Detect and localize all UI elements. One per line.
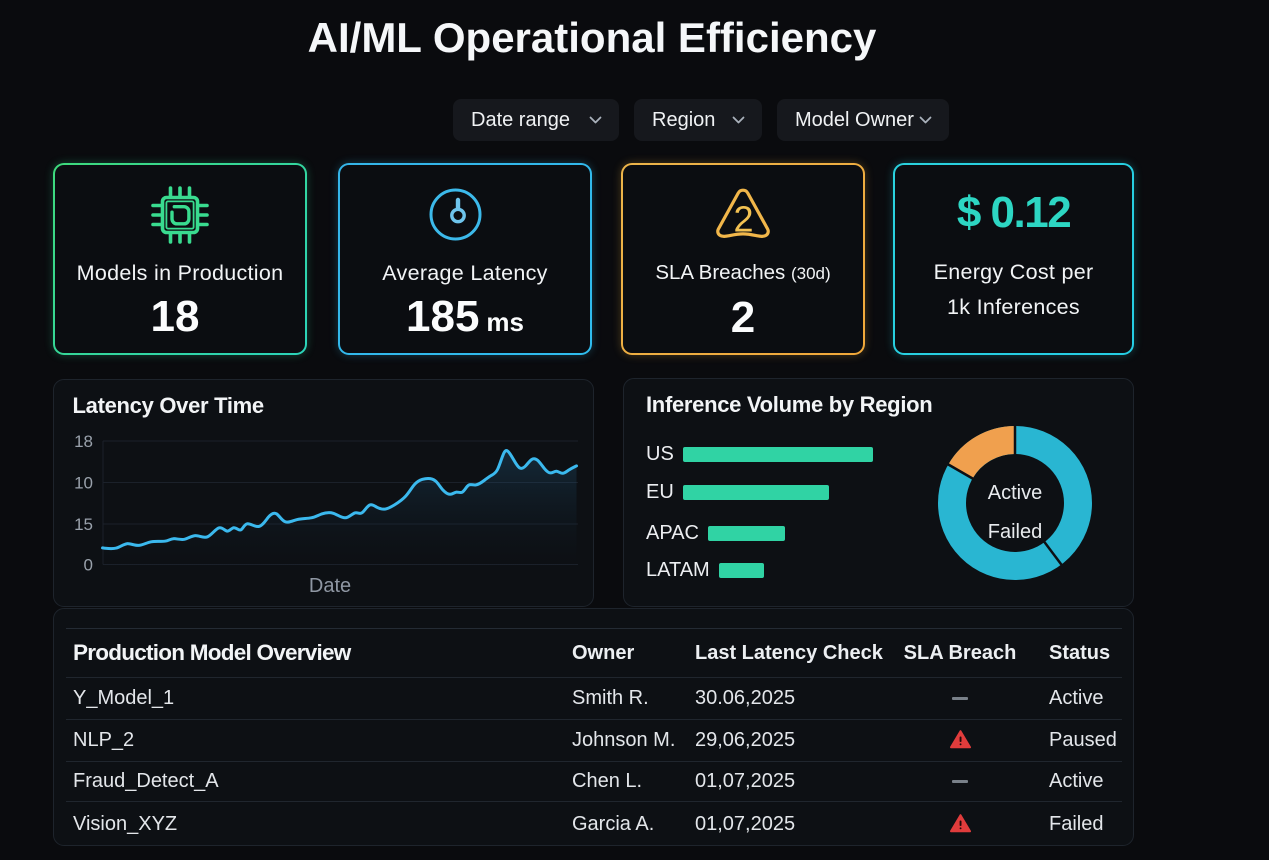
svg-text:2: 2 <box>733 199 753 240</box>
svg-text:18: 18 <box>74 432 93 451</box>
svg-text:0: 0 <box>84 556 93 575</box>
svg-text:10: 10 <box>74 474 93 493</box>
svg-text:Date: Date <box>309 575 351 597</box>
svg-text:15: 15 <box>74 515 93 534</box>
